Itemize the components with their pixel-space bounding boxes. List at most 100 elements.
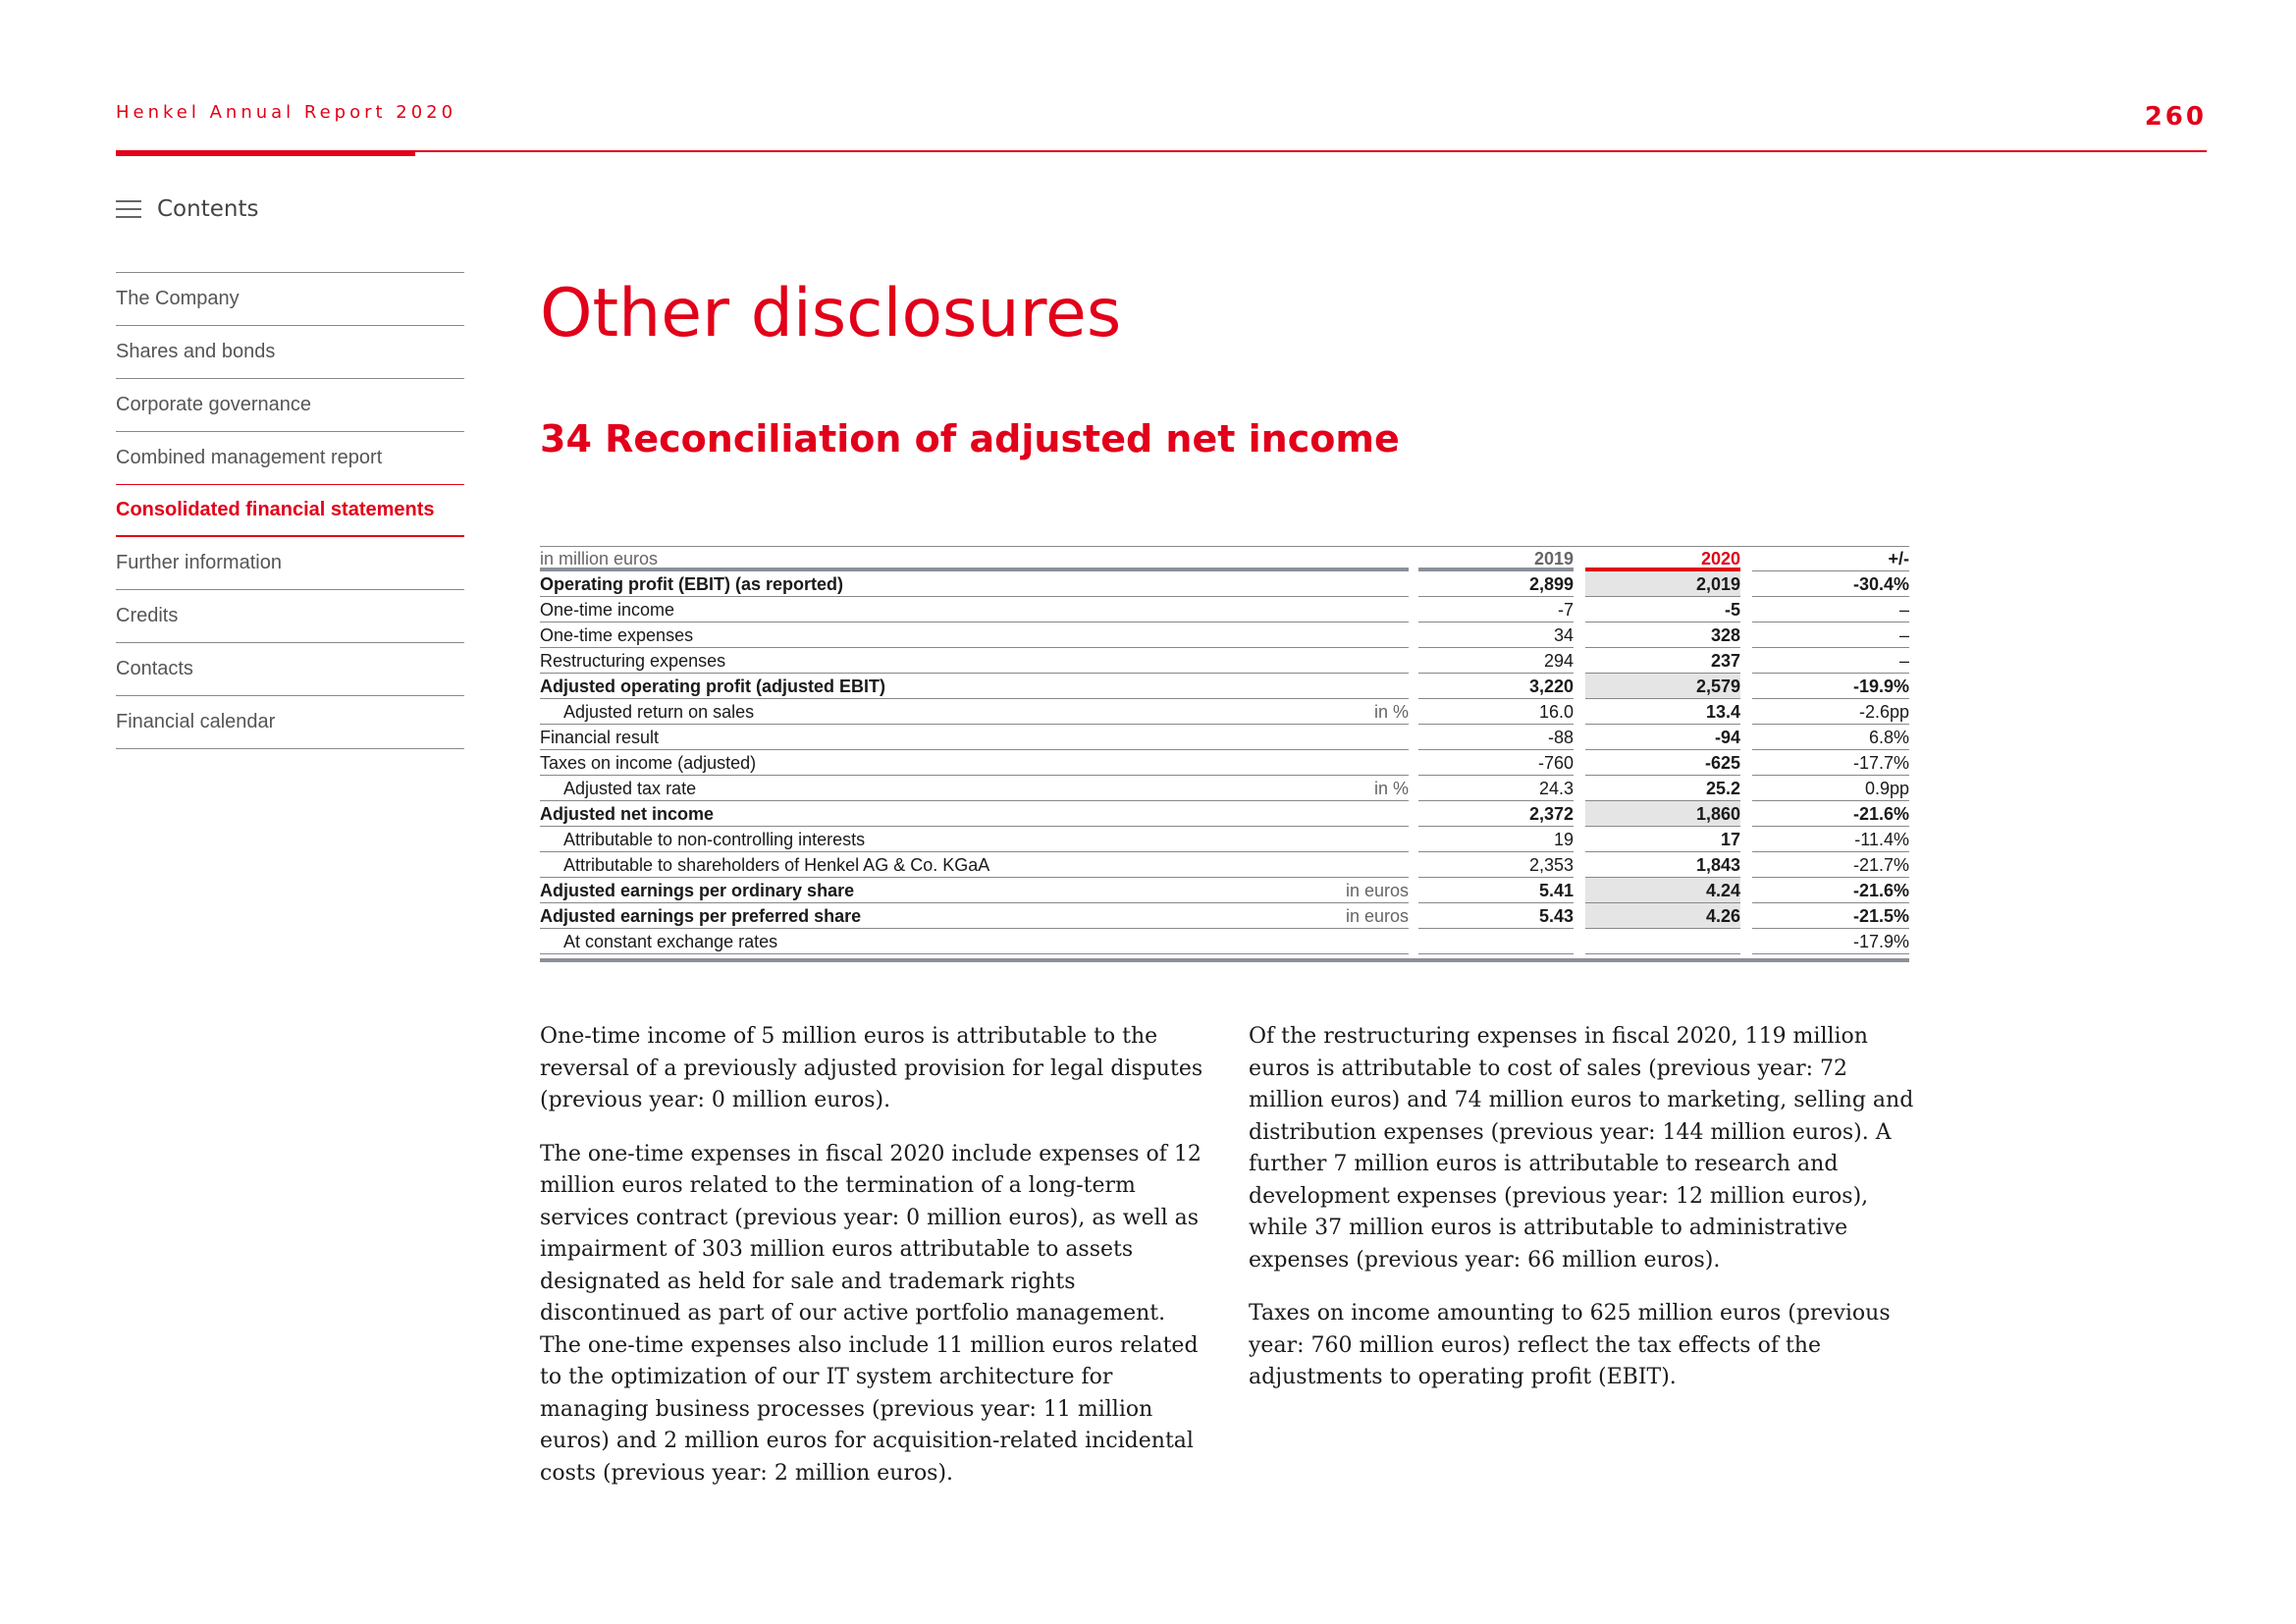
value-2019: 5.43 <box>1418 903 1574 929</box>
value-change: -21.5% <box>1752 903 1909 929</box>
section-title: 34 Reconciliation of adjusted net income <box>540 417 1400 460</box>
table-row: Operating profit (EBIT) (as reported) 2,8… <box>540 571 1909 597</box>
row-label: At constant exchange rates <box>563 932 778 951</box>
body-text-right: Of the restructuring expenses in fiscal … <box>1249 1021 1916 1416</box>
sidebar-item-shares-and-bonds[interactable]: Shares and bonds <box>116 326 464 379</box>
value-2020: 4.24 <box>1585 878 1740 903</box>
column-header-change: +/- <box>1752 546 1909 571</box>
value-2019: -88 <box>1418 725 1574 750</box>
row-label-cell: Operating profit (EBIT) (as reported) <box>540 571 1409 597</box>
sidebar-item-contacts[interactable]: Contacts <box>116 643 464 696</box>
row-label: Adjusted operating profit (adjusted EBIT… <box>540 677 885 696</box>
value-2019: 3,220 <box>1418 674 1574 699</box>
page-title: Other disclosures <box>540 275 1122 352</box>
value-2019 <box>1418 929 1574 954</box>
row-label: Adjusted earnings per ordinary share <box>540 881 855 900</box>
value-2019: 2,353 <box>1418 852 1574 878</box>
value-2019: 19 <box>1418 827 1574 852</box>
sidebar-item-consolidated-financial-statements[interactable]: Consolidated financial statements <box>116 484 464 537</box>
value-2019: -7 <box>1418 597 1574 623</box>
row-label: Adjusted net income <box>540 804 715 824</box>
sidebar-item-combined-management-report[interactable]: Combined management report <box>116 432 464 485</box>
row-label-cell: Attributable to shareholders of Henkel A… <box>540 852 1409 878</box>
table-row: Taxes on income (adjusted) -760 -625 -17.7% <box>540 750 1909 776</box>
row-label: Taxes on income (adjusted) <box>540 753 757 773</box>
sidebar-item-credits[interactable]: Credits <box>116 590 464 643</box>
sidebar-item-label: Combined management report <box>116 447 383 468</box>
value-change: -19.9% <box>1752 674 1909 699</box>
paragraph: Taxes on income amounting to 625 million… <box>1249 1301 1891 1389</box>
column-header-2019: 2019 <box>1418 546 1574 571</box>
row-label: Adjusted return on sales <box>563 702 755 722</box>
row-label-cell: Taxes on income (adjusted) <box>540 750 1409 776</box>
table-row: Restructuring expenses 294 237– <box>540 648 1909 674</box>
row-label: Attributable to shareholders of Henkel A… <box>563 855 990 875</box>
sidebar-item-financial-calendar[interactable]: Financial calendar <box>116 696 464 749</box>
table-row: At constant exchange rates -17.9% <box>540 929 1909 954</box>
table-body: Operating profit (EBIT) (as reported) 2,8… <box>540 571 1909 954</box>
value-change: -21.6% <box>1752 801 1909 827</box>
table-row: Financial result -88 -94 6.8% <box>540 725 1909 750</box>
row-label-cell: Adjusted earnings per preferred share in … <box>540 903 1409 929</box>
row-label-cell: Restructuring expenses <box>540 648 1409 674</box>
table-row: Attributable to non-controlling interest… <box>540 827 1909 852</box>
paragraph: Of the restructuring expenses in fiscal … <box>1249 1024 1914 1272</box>
value-2020: -5 <box>1585 597 1740 623</box>
sidebar-item-label: Further information <box>116 552 282 573</box>
value-change: -17.9% <box>1752 929 1909 954</box>
row-label-cell: Adjusted net income <box>540 801 1409 827</box>
value-change: -30.4% <box>1752 571 1909 597</box>
table-bottom-rule <box>540 958 1909 962</box>
value-2019: 24.3 <box>1418 776 1574 801</box>
row-label-cell: Adjusted earnings per ordinary share in e… <box>540 878 1409 903</box>
table-row: One-time expenses 34 328– <box>540 623 1909 648</box>
value-change: 0.9pp <box>1752 776 1909 801</box>
sidebar-item-the-company[interactable]: The Company <box>116 273 464 326</box>
row-unit: in % <box>1373 779 1409 798</box>
sidebar-item-label: Corporate governance <box>116 394 312 415</box>
header-rule <box>116 150 2207 152</box>
paragraph: The one-time expenses in fiscal 2020 inc… <box>540 1141 1201 1486</box>
table-row: Adjusted operating profit (adjusted EBIT… <box>540 674 1909 699</box>
value-2020: 328 <box>1585 623 1740 648</box>
menu-icon <box>116 200 141 218</box>
value-change: -11.4% <box>1752 827 1909 852</box>
row-label-cell: Adjusted return on sales in % <box>540 699 1409 725</box>
table-row: Adjusted net income 2,372 1,860 -21.6% <box>540 801 1909 827</box>
reconciliation-table: in million euros 2019 2020 +/- Operating… <box>540 546 1909 962</box>
row-label: Adjusted tax rate <box>563 779 697 798</box>
row-label-cell: One-time income <box>540 597 1409 623</box>
value-2020: 2,019 <box>1585 571 1740 597</box>
sidebar-item-label: Contacts <box>116 658 193 679</box>
value-2020: 17 <box>1585 827 1740 852</box>
column-header-2020: 2020 <box>1585 546 1740 571</box>
row-label: One-time expenses <box>540 625 694 645</box>
value-change: -21.7% <box>1752 852 1909 878</box>
value-2020: -94 <box>1585 725 1740 750</box>
sidebar-item-label: Credits <box>116 605 179 626</box>
value-2020: 2,579 <box>1585 674 1740 699</box>
value-2020: 4.26 <box>1585 903 1740 929</box>
value-change: 6.8% <box>1752 725 1909 750</box>
header-rule-accent <box>116 150 415 156</box>
row-label: Restructuring expenses <box>540 651 726 671</box>
table-row: Adjusted earnings per preferred share in … <box>540 903 1909 929</box>
value-change: -2.6pp <box>1752 699 1909 725</box>
row-label: One-time income <box>540 600 675 620</box>
table-row: Attributable to shareholders of Henkel A… <box>540 852 1909 878</box>
body-text-left: One-time income of 5 million euros is at… <box>540 1021 1207 1511</box>
table-row: Adjusted tax rate in % 24.3 25.2 0.9pp <box>540 776 1909 801</box>
value-change: – <box>1752 597 1909 623</box>
sidebar-item-corporate-governance[interactable]: Corporate governance <box>116 379 464 432</box>
contents-button[interactable]: Contents <box>116 196 258 222</box>
value-2020: 1,860 <box>1585 801 1740 827</box>
table-header-row: in million euros 2019 2020 +/- <box>540 546 1909 571</box>
row-label-cell: Attributable to non-controlling interest… <box>540 827 1409 852</box>
sidebar-item-further-information[interactable]: Further information <box>116 537 464 590</box>
row-label: Attributable to non-controlling interest… <box>563 830 866 849</box>
value-2019: 34 <box>1418 623 1574 648</box>
row-label-cell: Financial result <box>540 725 1409 750</box>
contents-label: Contents <box>157 196 259 222</box>
sidebar-nav: The Company Shares and bonds Corporate g… <box>116 272 464 749</box>
value-2020: 13.4 <box>1585 699 1740 725</box>
